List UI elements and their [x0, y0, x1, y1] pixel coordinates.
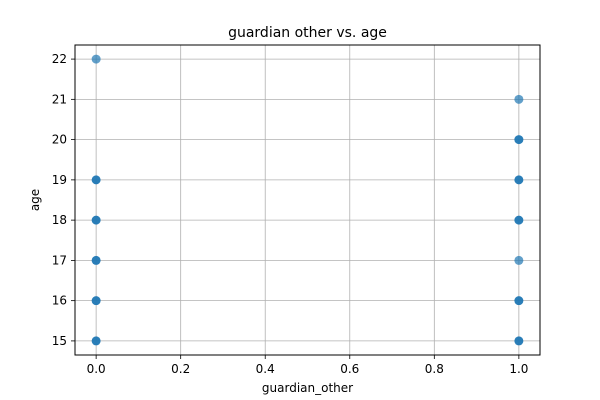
data-point: [91, 215, 101, 225]
y-tick-label: 15: [52, 334, 67, 348]
data-point: [514, 135, 524, 145]
y-tick-label: 18: [52, 213, 67, 227]
y-tick-label: 17: [52, 253, 67, 267]
y-tick-label: 16: [52, 294, 67, 308]
plot-area-frame: [74, 44, 541, 356]
data-point: [514, 215, 524, 225]
y-tick-label: 20: [52, 133, 67, 147]
data-point: [91, 175, 101, 185]
data-point: [514, 296, 524, 306]
y-axis-label: age: [28, 189, 42, 211]
data-point: [91, 336, 101, 346]
x-tick-label: 0.4: [256, 362, 275, 376]
x-tick-label: 0.2: [171, 362, 190, 376]
data-points: [91, 54, 524, 346]
x-tick-label: 0.6: [340, 362, 359, 376]
data-point: [514, 94, 524, 104]
data-point: [91, 296, 101, 306]
data-point: [514, 175, 524, 185]
axis-ticks: 0.0 0.2 0.4 0.6 0.8 1.0 15 16 17 18 19 20 21 22: [52, 52, 529, 376]
x-tick-label: 1.0: [509, 362, 528, 376]
data-point: [514, 336, 524, 346]
data-point: [91, 54, 101, 64]
data-point: [514, 255, 524, 265]
data-point: [91, 255, 101, 265]
x-tick-label: 0.0: [87, 362, 106, 376]
chart-title: guardian other vs. age: [228, 25, 387, 41]
x-tick-label: 0.8: [425, 362, 444, 376]
y-tick-label: 21: [52, 92, 67, 106]
x-axis-label: guardian_other: [262, 381, 353, 395]
y-tick-label: 22: [52, 52, 67, 66]
y-tick-label: 19: [52, 173, 67, 187]
